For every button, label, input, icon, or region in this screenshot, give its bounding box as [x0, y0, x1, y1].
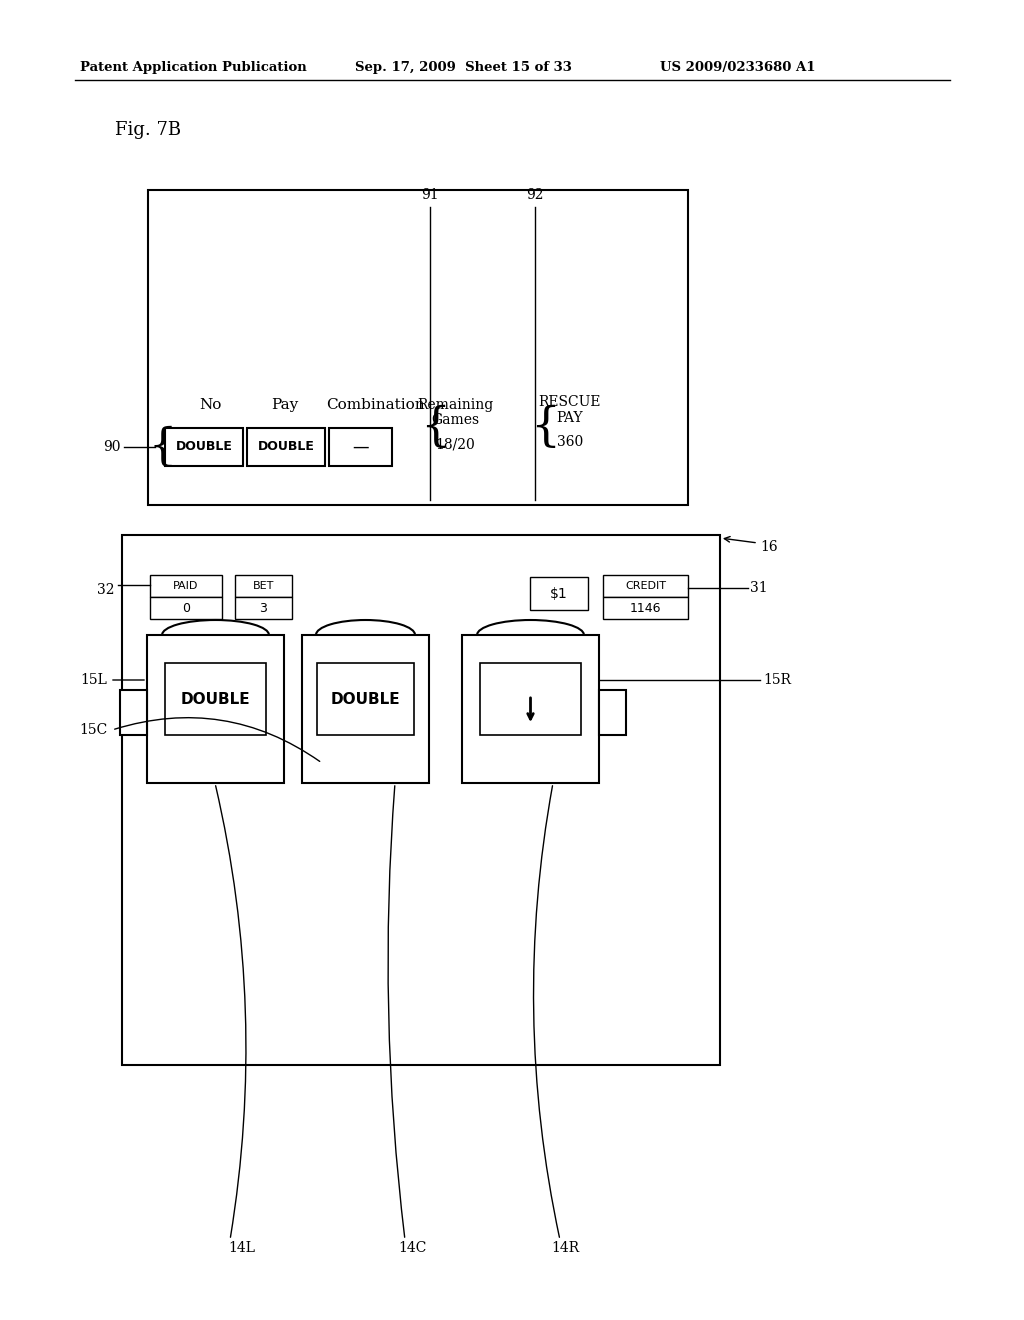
Text: 1146: 1146 — [630, 602, 662, 615]
Text: {: { — [148, 425, 177, 469]
Text: 15L: 15L — [80, 673, 106, 686]
Text: 92: 92 — [526, 187, 544, 202]
Bar — [317, 663, 414, 735]
Text: {: { — [530, 404, 560, 450]
Text: 14C: 14C — [398, 1241, 427, 1255]
Text: 15C: 15C — [80, 723, 108, 737]
Text: Pay: Pay — [271, 399, 299, 412]
Text: Combination: Combination — [326, 399, 424, 412]
Text: BET: BET — [253, 581, 274, 591]
Bar — [603, 576, 688, 597]
Bar — [148, 190, 688, 506]
Text: RESCUE: RESCUE — [539, 395, 601, 409]
Bar — [147, 635, 284, 783]
Bar — [480, 663, 581, 735]
Text: 90: 90 — [103, 440, 121, 454]
Text: US 2009/0233680 A1: US 2009/0233680 A1 — [660, 62, 815, 74]
Text: 0: 0 — [182, 602, 190, 615]
Bar — [150, 597, 222, 619]
Bar — [530, 577, 588, 610]
Bar — [234, 576, 292, 597]
Text: 360: 360 — [557, 436, 583, 449]
Text: 3: 3 — [259, 602, 267, 615]
Text: 15R: 15R — [763, 673, 791, 686]
Text: 18/20: 18/20 — [435, 438, 475, 451]
Text: Patent Application Publication: Patent Application Publication — [80, 62, 307, 74]
Bar — [599, 690, 626, 735]
Text: —: — — [352, 438, 369, 455]
Text: $1: $1 — [550, 586, 568, 601]
Bar — [247, 428, 325, 466]
Text: Sep. 17, 2009  Sheet 15 of 33: Sep. 17, 2009 Sheet 15 of 33 — [355, 62, 571, 74]
Text: 31: 31 — [750, 581, 768, 595]
Text: DOUBLE: DOUBLE — [258, 441, 314, 454]
Text: Fig. 7B: Fig. 7B — [115, 121, 181, 139]
Text: 14L: 14L — [228, 1241, 256, 1255]
Bar — [462, 635, 599, 783]
Text: No: No — [199, 399, 221, 412]
Text: DOUBLE: DOUBLE — [175, 441, 232, 454]
Text: DOUBLE: DOUBLE — [180, 692, 250, 706]
Text: PAID: PAID — [173, 581, 199, 591]
Bar — [603, 597, 688, 619]
Text: Remaining: Remaining — [417, 399, 494, 412]
Text: {: { — [420, 404, 451, 450]
Text: 91: 91 — [421, 187, 439, 202]
Bar — [234, 597, 292, 619]
Bar — [165, 663, 266, 735]
Text: PAY: PAY — [557, 411, 584, 425]
Bar — [120, 690, 147, 735]
Bar — [302, 635, 429, 783]
Bar — [165, 428, 243, 466]
Bar — [329, 428, 392, 466]
Bar — [122, 535, 720, 1065]
Text: 14R: 14R — [551, 1241, 579, 1255]
Text: Games: Games — [431, 413, 479, 426]
Text: CREDIT: CREDIT — [625, 581, 666, 591]
Bar — [150, 576, 222, 597]
Text: 16: 16 — [760, 540, 777, 554]
Text: DOUBLE: DOUBLE — [331, 692, 400, 706]
Text: 32: 32 — [97, 583, 115, 597]
